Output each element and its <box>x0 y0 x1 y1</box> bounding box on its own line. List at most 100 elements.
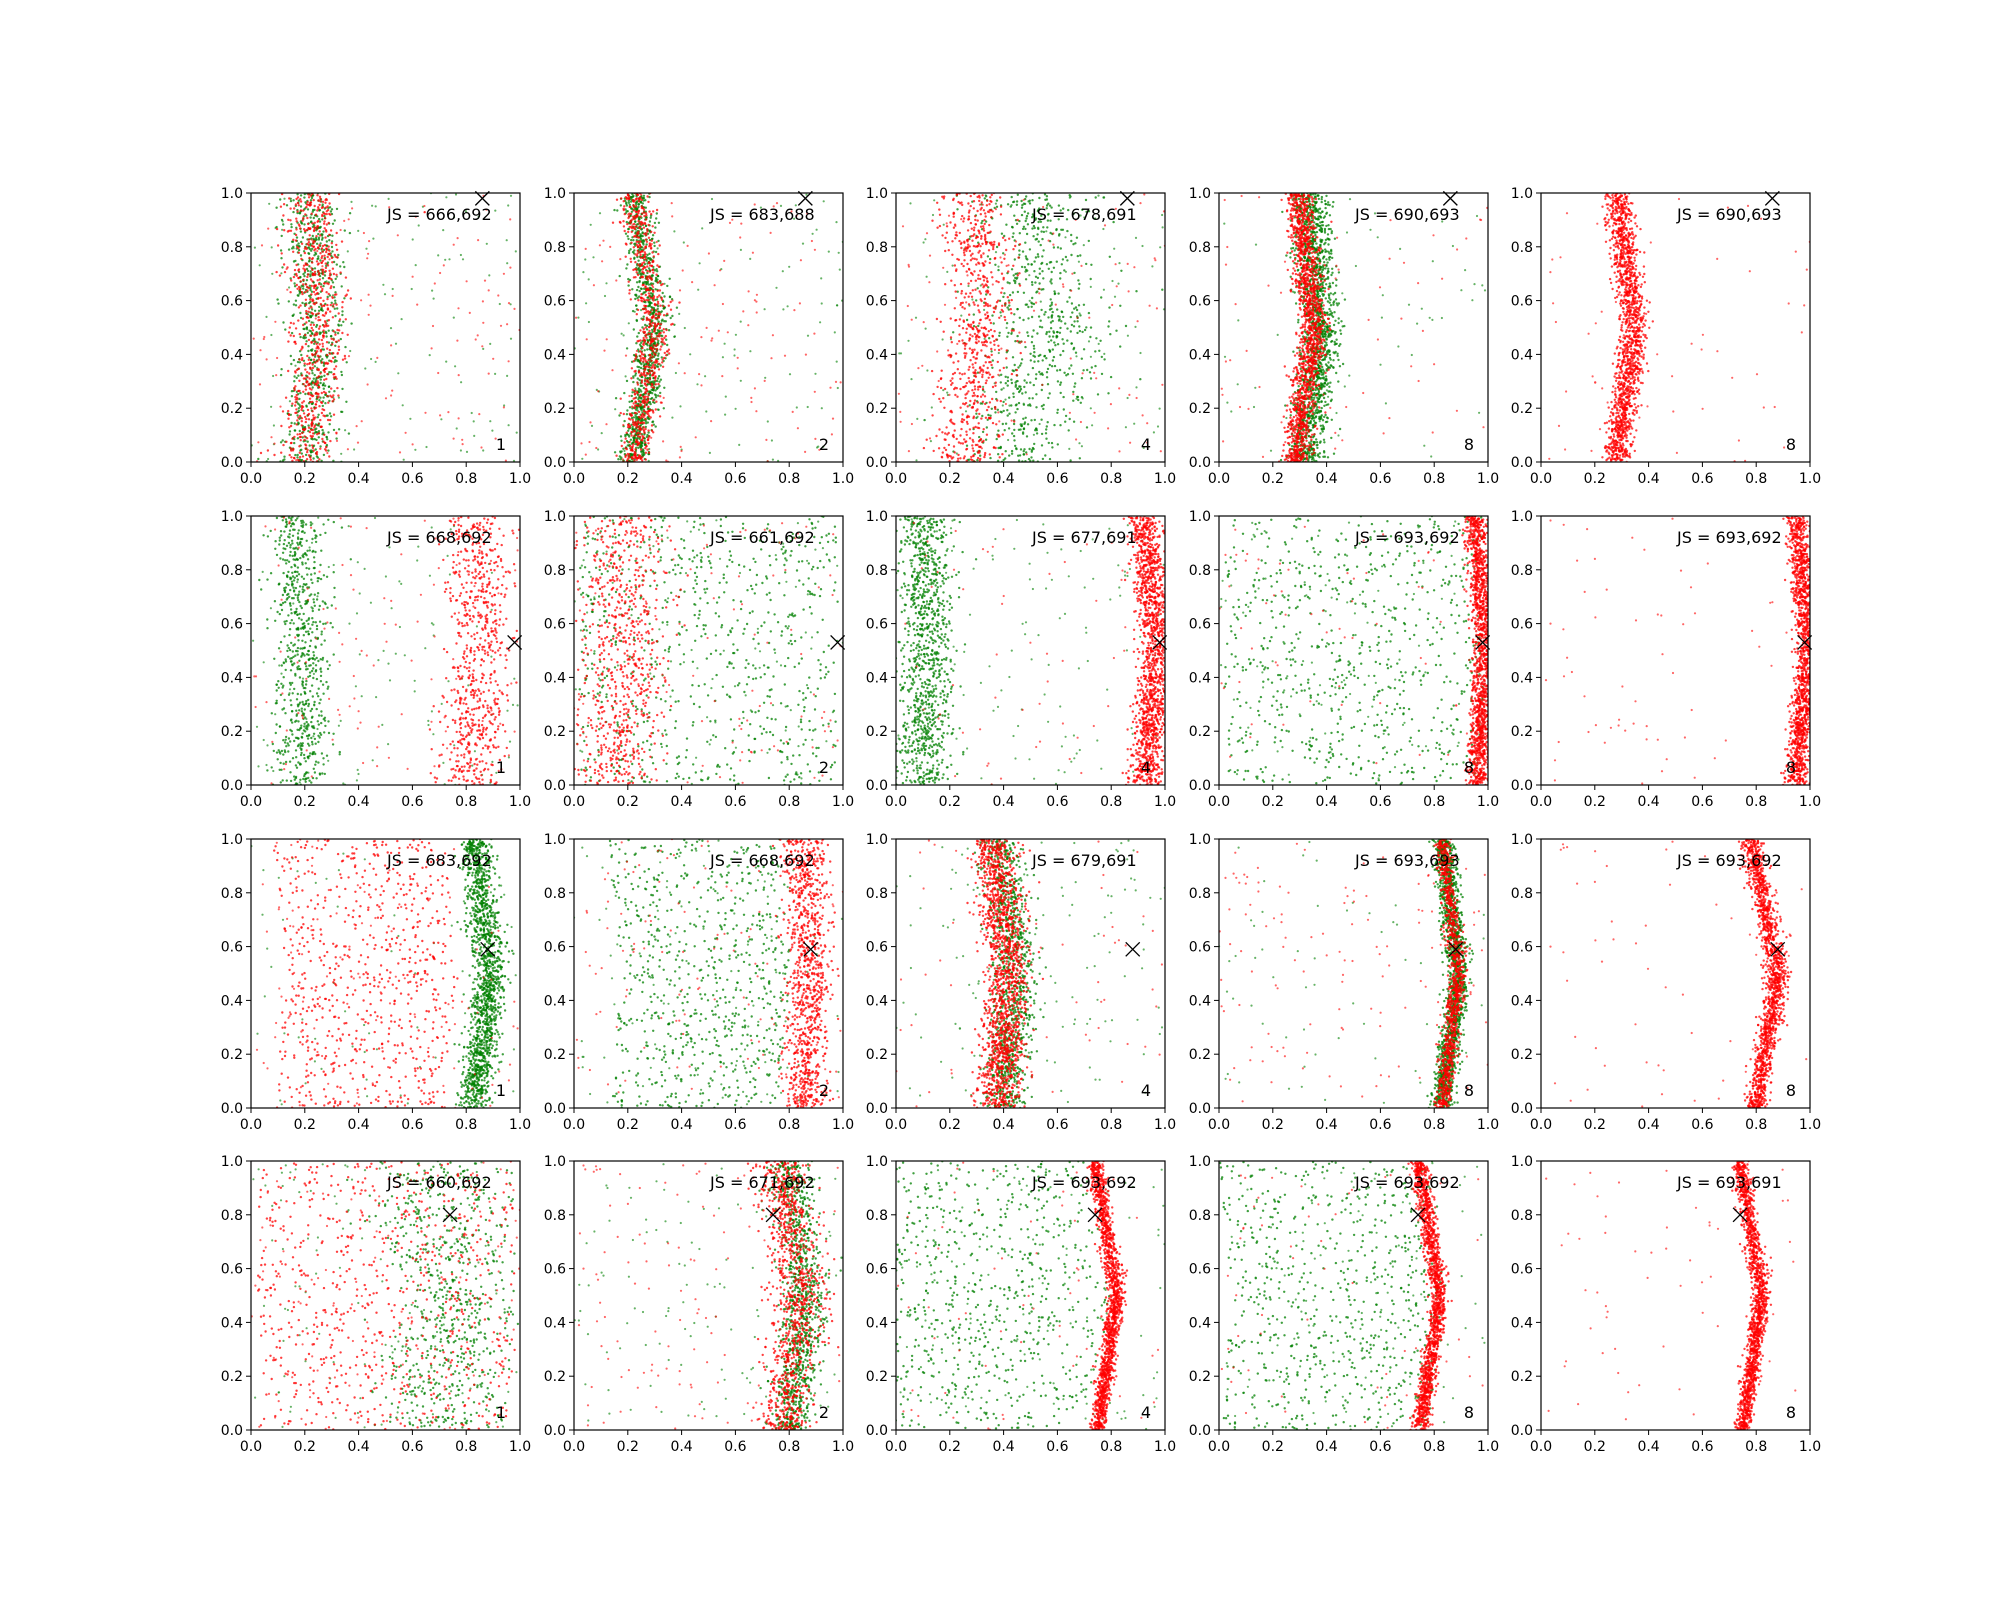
red-point <box>736 356 739 359</box>
green-point <box>616 209 619 212</box>
red-point <box>653 231 656 234</box>
red-point <box>993 343 996 346</box>
green-point <box>975 412 978 415</box>
green-point <box>321 384 325 387</box>
red-point <box>641 434 644 438</box>
red-point <box>643 396 646 399</box>
red-point <box>659 348 662 351</box>
red-point <box>645 336 648 339</box>
red-point <box>442 264 445 267</box>
red-point <box>637 400 641 403</box>
green-point <box>302 215 305 218</box>
red-point <box>299 280 302 283</box>
red-point <box>316 380 319 383</box>
red-point <box>999 213 1003 216</box>
green-point <box>296 453 299 457</box>
green-point <box>1017 454 1020 457</box>
red-point <box>829 386 832 389</box>
green-point <box>632 194 635 198</box>
x-tick-label: 0.2 <box>617 471 639 487</box>
green-point <box>295 376 298 380</box>
red-point <box>652 210 655 213</box>
green-point <box>956 208 959 211</box>
green-point <box>998 334 1001 337</box>
green-point <box>654 298 657 302</box>
red-point <box>656 338 659 341</box>
red-point <box>635 271 638 274</box>
green-point <box>309 216 312 219</box>
green-point <box>1152 431 1155 434</box>
green-point <box>1012 434 1016 438</box>
green-point <box>340 370 343 374</box>
red-point <box>295 197 298 201</box>
red-point <box>949 418 953 421</box>
red-point <box>984 237 987 240</box>
red-point <box>635 254 639 257</box>
red-point <box>635 424 639 427</box>
green-point <box>507 204 510 207</box>
green-point <box>656 274 660 278</box>
red-point <box>637 371 641 374</box>
red-point <box>288 426 291 429</box>
red-point <box>316 360 319 363</box>
green-point <box>459 449 462 452</box>
green-point <box>1025 268 1028 271</box>
green-point <box>292 313 295 316</box>
green-point <box>1048 204 1052 207</box>
green-point <box>1019 448 1023 451</box>
green-point <box>1039 353 1042 357</box>
red-point <box>494 437 497 440</box>
red-point <box>769 231 772 234</box>
red-point <box>315 450 319 454</box>
red-point <box>640 379 644 382</box>
green-point <box>721 356 725 359</box>
red-point <box>292 275 296 279</box>
green-point <box>1066 339 1069 342</box>
red-point <box>950 279 953 282</box>
green-point <box>509 194 513 197</box>
green-point <box>1134 236 1138 239</box>
red-point <box>763 379 766 382</box>
red-point <box>311 280 314 283</box>
green-point <box>1018 253 1021 256</box>
red-point <box>325 250 328 254</box>
green-point <box>1008 404 1011 407</box>
green-point <box>281 220 284 223</box>
green-point <box>1039 220 1043 223</box>
green-point <box>341 310 344 313</box>
red-point <box>972 440 975 443</box>
red-point <box>661 361 664 364</box>
green-point <box>1030 450 1034 453</box>
green-point <box>1042 226 1045 229</box>
green-point <box>1089 326 1093 329</box>
red-point <box>643 232 646 235</box>
red-point <box>959 303 962 307</box>
red-point <box>652 290 655 293</box>
red-point <box>331 316 335 319</box>
red-point <box>337 394 340 397</box>
green-point <box>648 303 651 306</box>
red-point <box>509 218 512 221</box>
red-point <box>332 303 335 306</box>
red-point <box>325 291 328 294</box>
green-point <box>585 302 588 305</box>
green-point <box>994 263 997 266</box>
green-point <box>997 351 1000 355</box>
red-point <box>633 406 636 410</box>
red-point <box>322 329 325 332</box>
red-point <box>309 201 313 204</box>
green-point <box>1028 299 1031 302</box>
red-point <box>609 245 612 248</box>
red-point <box>959 301 963 305</box>
red-point <box>478 413 481 416</box>
red-point <box>956 257 959 261</box>
red-point <box>315 301 318 304</box>
green-point <box>304 453 308 457</box>
red-point <box>967 323 970 326</box>
red-point <box>301 357 304 360</box>
red-point <box>793 309 796 312</box>
green-point <box>326 438 329 441</box>
green-point <box>308 444 311 447</box>
red-point <box>295 217 298 220</box>
green-point <box>285 204 289 207</box>
